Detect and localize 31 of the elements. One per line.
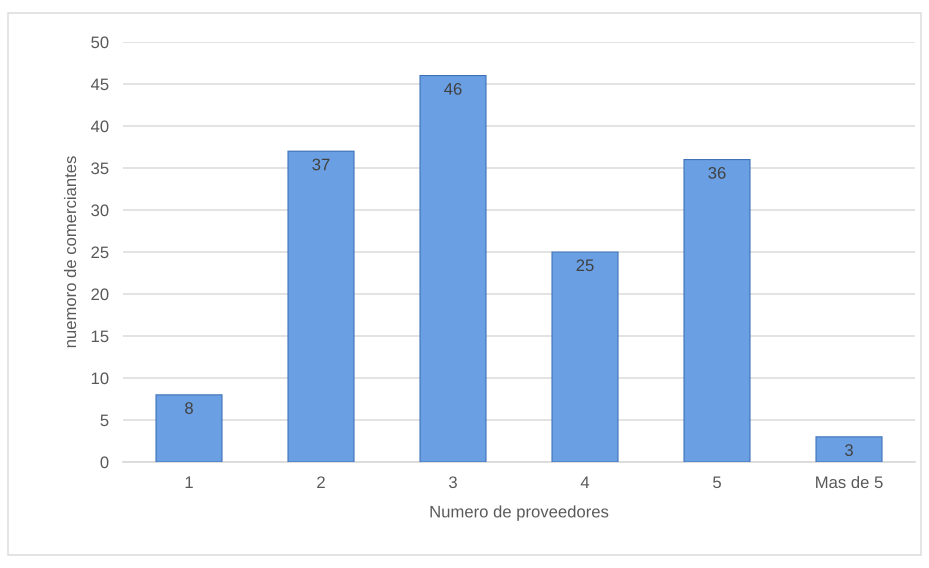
- y-tick-label: 50: [91, 36, 108, 48]
- x-tick-label: 3: [449, 476, 457, 488]
- x-tick-label: 2: [317, 476, 325, 488]
- data-label: 46: [444, 82, 462, 95]
- y-tick-label: 10: [92, 372, 108, 384]
- x-axis-title: Numero de proveedores: [430, 505, 608, 521]
- bar: [419, 75, 487, 462]
- x-tick-label: 4: [580, 476, 590, 488]
- x-tick-label: Mas de 5: [816, 476, 883, 488]
- bar: [155, 394, 223, 462]
- bar: [683, 159, 751, 462]
- y-tick-label: 15: [92, 330, 108, 342]
- data-label: 36: [708, 166, 726, 179]
- y-tick-label: 30: [91, 204, 108, 216]
- y-tick-label: 35: [91, 162, 108, 174]
- x-tick-label: 5: [713, 476, 721, 488]
- bar: [551, 251, 619, 462]
- y-tick-label: 40: [90, 120, 108, 132]
- data-label: 37: [312, 158, 330, 170]
- x-tick-label: 1: [186, 476, 193, 488]
- data-label: 8: [185, 402, 193, 414]
- y-tick-label: 20: [91, 288, 108, 300]
- y-tick-label: 5: [100, 414, 108, 426]
- bar: [815, 436, 883, 462]
- y-tick-label: 45: [90, 78, 108, 90]
- data-label: 25: [576, 259, 594, 272]
- data-label: 3: [845, 444, 853, 456]
- bar: [287, 150, 355, 462]
- y-axis-title: nuemoro de comerciantes: [64, 156, 76, 348]
- y-tick-label: 0: [100, 456, 108, 468]
- y-tick-label: 25: [91, 246, 108, 258]
